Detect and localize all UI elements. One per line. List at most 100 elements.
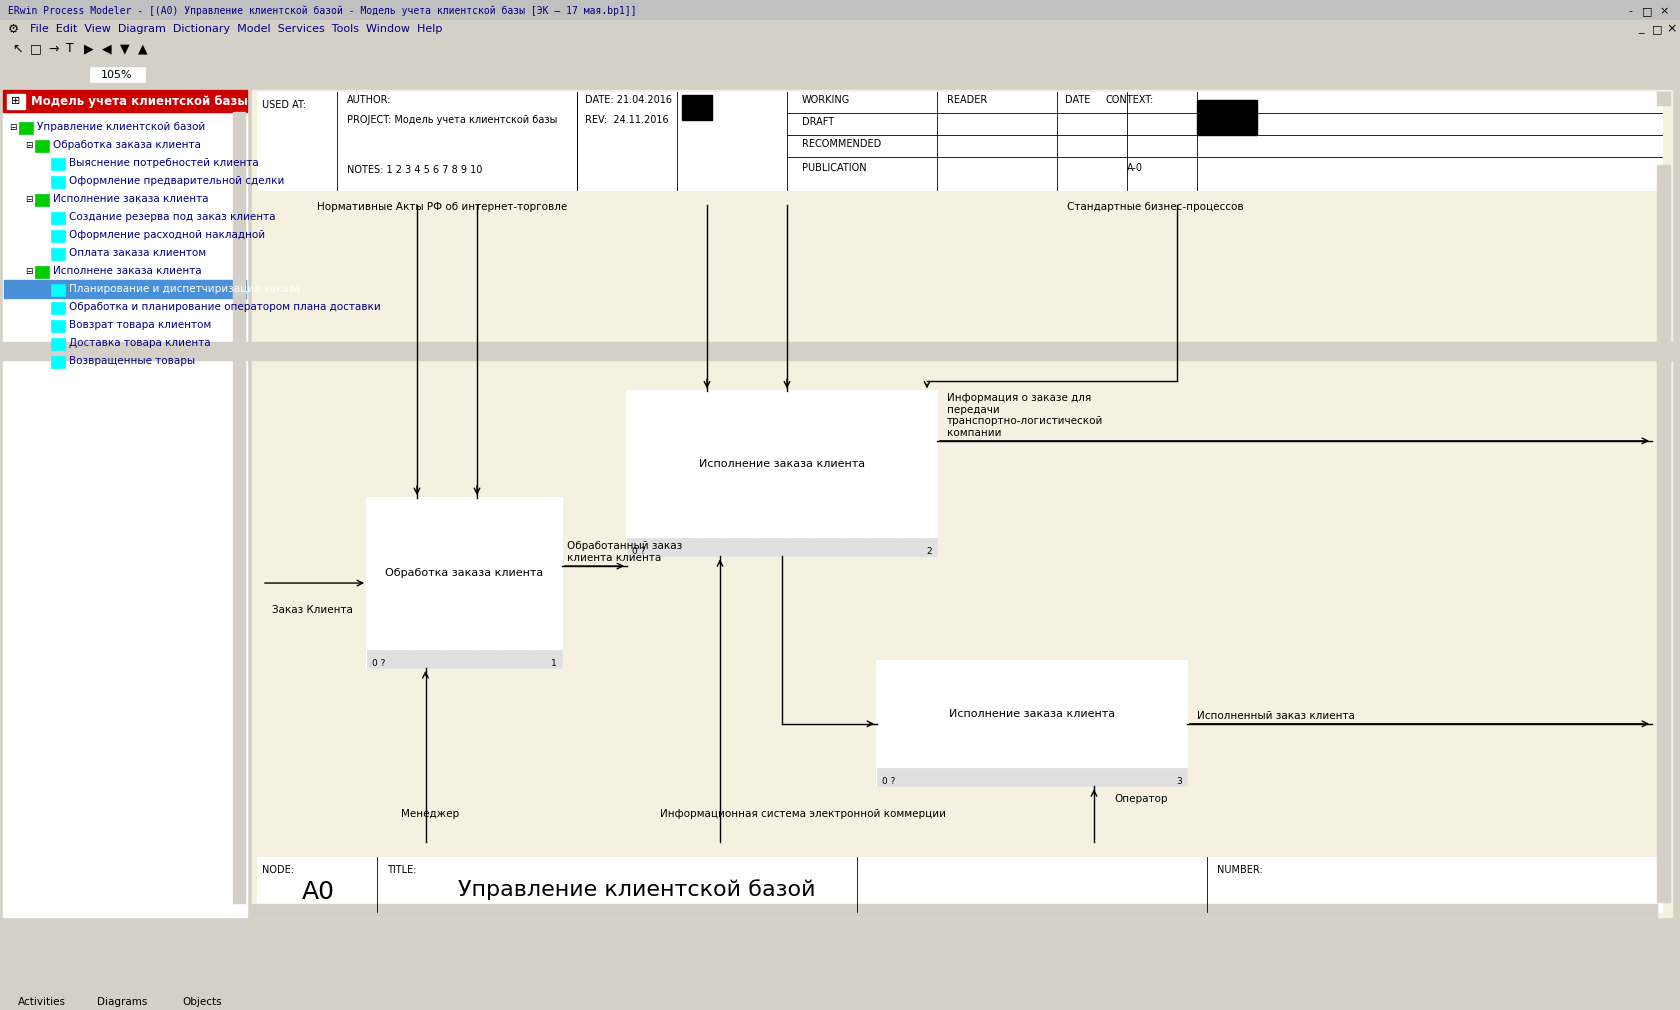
Bar	[91, 67, 144, 82]
Text: REV:  24.11.2016: REV: 24.11.2016	[585, 115, 669, 125]
Text: □: □	[1641, 6, 1651, 16]
Bar	[3, 90, 247, 112]
Text: →: →	[49, 42, 59, 56]
Text: Оформление расходной накладной: Оформление расходной накладной	[69, 230, 265, 240]
Text: Заказ Клиента: Заказ Клиента	[272, 605, 353, 615]
Bar	[252, 90, 1672, 917]
Bar	[877, 769, 1188, 787]
Text: Доставка товара клиента: Доставка товара клиента	[69, 338, 210, 348]
Text: Управление клиентской базой: Управление клиентской базой	[37, 122, 205, 132]
Bar	[3, 90, 247, 917]
Text: USED AT:: USED AT:	[262, 100, 306, 110]
Text: Информационная система электронной коммерции: Информационная система электронной комме…	[660, 809, 946, 819]
Text: NUMBER:: NUMBER:	[1216, 865, 1263, 875]
Text: 2: 2	[926, 546, 932, 556]
Bar	[366, 498, 563, 668]
Text: 0 ?: 0 ?	[882, 777, 895, 786]
Text: ⊟: ⊟	[25, 195, 32, 203]
Bar	[0, 37, 1680, 60]
Text: Оплата заказа клиентом: Оплата заказа клиентом	[69, 248, 207, 258]
Bar	[0, 0, 1680, 20]
Text: ▼: ▼	[119, 42, 129, 56]
Text: 0 ?: 0 ?	[371, 659, 385, 668]
Text: Модель учета клиентской базы: Модель учета клиентской базы	[30, 95, 249, 107]
Text: DATE: DATE	[1065, 95, 1090, 105]
Bar	[35, 194, 49, 206]
Text: DATE: 21.04.2016: DATE: 21.04.2016	[585, 95, 672, 105]
Text: ERwin Process Modeler - [(A0) Управление клиентской базой - Модель учета клиентс: ERwin Process Modeler - [(A0) Управление…	[8, 6, 637, 16]
Bar	[50, 230, 66, 242]
Bar	[50, 302, 66, 314]
Bar	[35, 266, 49, 278]
Bar	[1656, 92, 1670, 105]
Text: 105%: 105%	[101, 70, 133, 80]
Text: ×: ×	[1667, 22, 1677, 35]
Text: Исполнение заказа клиента: Исполнение заказа клиента	[54, 194, 208, 204]
Text: ⊞: ⊞	[12, 96, 20, 106]
Text: Стандартные бизнес-процессов: Стандартные бизнес-процессов	[1067, 202, 1243, 212]
Bar	[5, 994, 81, 1009]
Text: □: □	[1651, 24, 1663, 34]
Text: Обработка и планирование оператором плана доставки: Обработка и планирование оператором план…	[69, 302, 381, 312]
Text: T: T	[66, 42, 74, 56]
Text: Исполнение заказа клиента: Исполнение заказа клиента	[949, 709, 1116, 719]
Bar	[0, 61, 1680, 88]
Text: 3: 3	[1176, 777, 1181, 786]
Text: Менеджер: Менеджер	[400, 809, 459, 819]
Text: Diagrams: Diagrams	[97, 997, 148, 1007]
Bar	[1630, 21, 1673, 36]
Text: PUBLICATION: PUBLICATION	[801, 163, 867, 173]
Text: PROJECT: Модель учета клиентской базы: PROJECT: Модель учета клиентской базы	[348, 115, 558, 125]
Bar	[627, 391, 937, 557]
Text: ⊟: ⊟	[25, 267, 32, 276]
Text: ×: ×	[1660, 6, 1668, 16]
Text: □: □	[30, 42, 42, 56]
Text: CONTEXT:: CONTEXT:	[1105, 95, 1152, 105]
Text: Обработка заказа клиента: Обработка заказа клиента	[54, 140, 202, 150]
Text: Activities: Activities	[18, 997, 66, 1007]
Bar	[0, 342, 1680, 360]
Text: A0: A0	[302, 880, 334, 904]
Text: TITLE:: TITLE:	[386, 865, 417, 875]
Bar	[257, 92, 1662, 190]
Text: Обработка заказа клиента: Обработка заказа клиента	[385, 568, 544, 578]
Text: ◀: ◀	[102, 42, 111, 56]
Bar	[50, 356, 66, 368]
Text: Создание резерва под заказ клиента: Создание резерва под заказ клиента	[69, 212, 276, 222]
Text: AUTHOR:: AUTHOR:	[348, 95, 391, 105]
Text: Исполненный заказ клиента: Исполненный заказ клиента	[1196, 711, 1354, 721]
Text: ▶: ▶	[84, 42, 94, 56]
Text: NODE:: NODE:	[262, 865, 294, 875]
Text: ⊟: ⊟	[8, 122, 17, 131]
Text: NOTES: 1 2 3 4 5 6 7 8 9 10: NOTES: 1 2 3 4 5 6 7 8 9 10	[348, 165, 482, 175]
Text: Возвращенные товары: Возвращенные товары	[69, 356, 195, 366]
Bar	[627, 538, 937, 557]
Text: ⚙: ⚙	[8, 22, 18, 35]
Text: ⊟: ⊟	[25, 140, 32, 149]
Bar	[3, 280, 245, 298]
Text: Информация о заказе для
передачи
транспортно-логистической
компании: Информация о заказе для передачи транспо…	[948, 393, 1104, 438]
Text: File  Edit  View  Diagram  Dictionary  Model  Services  Tools  Window  Help: File Edit View Diagram Dictionary Model …	[30, 24, 442, 34]
Text: ▲: ▲	[138, 42, 148, 56]
Bar	[165, 994, 240, 1009]
Bar	[86, 994, 160, 1009]
Text: Исполнение заказа клиента: Исполнение заказа клиента	[699, 459, 865, 469]
Text: _: _	[1638, 24, 1643, 34]
Text: Нормативные Акты РФ об интернет-торговле: Нормативные Акты РФ об интернет-торговле	[318, 202, 568, 212]
Bar	[50, 284, 66, 296]
Bar	[257, 857, 1662, 912]
Bar	[682, 95, 712, 120]
Bar	[50, 212, 66, 224]
Text: Исполнене заказа клиента: Исполнене заказа клиента	[54, 266, 202, 276]
Bar	[877, 662, 1188, 787]
Text: Оформление предварительной сделки: Оформление предварительной сделки	[69, 176, 284, 186]
Text: WORKING: WORKING	[801, 95, 850, 105]
Text: Выяснение потребностей клиента: Выяснение потребностей клиента	[69, 158, 259, 168]
Text: ↖: ↖	[12, 42, 22, 56]
Bar	[50, 320, 66, 332]
Text: -: -	[1628, 6, 1631, 16]
Bar	[1196, 100, 1257, 135]
Bar	[50, 158, 66, 170]
Bar	[252, 904, 1656, 917]
Bar	[50, 176, 66, 188]
